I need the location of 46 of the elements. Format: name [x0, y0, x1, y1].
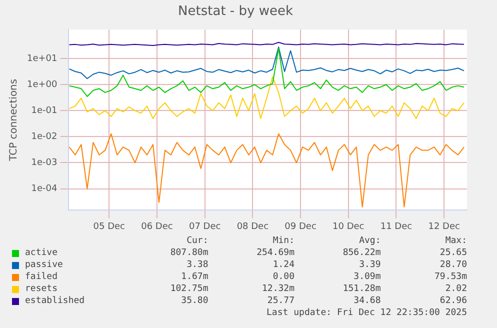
text: 102.75m — [169, 283, 208, 295]
y-tick-label: 1e+01 — [26, 54, 58, 64]
text: Cur: — [186, 235, 208, 247]
x-tick-label: 11 Dec — [380, 222, 412, 232]
x-tick-label: 08 Dec — [236, 222, 269, 232]
text: 807.80m — [169, 247, 208, 259]
text: 79.53m — [433, 271, 467, 283]
text: Min: — [272, 235, 294, 247]
text: 1.67m — [180, 271, 208, 283]
legend-label: passive — [25, 259, 63, 271]
x-tick-label: 05 Dec — [93, 222, 126, 232]
x-tick-label: 09 Dec — [284, 222, 316, 232]
text: 3.38 — [186, 259, 208, 271]
text: Last update: Fri Dec 12 22:35:00 2025 — [266, 307, 467, 319]
text: 254.69m — [256, 247, 294, 259]
y-tick-label: 1e-04 — [31, 184, 58, 194]
y-tick-label: 1e-02 — [31, 132, 58, 142]
text: 1.24 — [272, 259, 294, 271]
x-tick-label: 12 Dec — [428, 222, 460, 232]
y-tick-label: 1e+00 — [26, 80, 58, 90]
text: 34.68 — [352, 295, 381, 307]
text: 35.80 — [180, 295, 208, 307]
y-tick-label: 1e-01 — [31, 106, 58, 116]
legend-label: established — [25, 295, 85, 307]
x-tick-label: 07 Dec — [188, 222, 221, 232]
text: 151.28m — [342, 283, 381, 295]
x-tick-label: 10 Dec — [332, 222, 364, 232]
text: 12.32m — [260, 283, 294, 295]
legend-label: active — [25, 247, 58, 259]
text: 3.39 — [358, 259, 381, 271]
y-tick-label: 1e-03 — [31, 158, 58, 168]
text: Max: — [444, 235, 467, 247]
legend-label: resets — [25, 283, 58, 295]
text: 28.70 — [438, 259, 467, 271]
text: 25.65 — [438, 247, 467, 259]
text: 2.02 — [444, 283, 467, 295]
text: Avg: — [358, 235, 381, 247]
text: 62.96 — [438, 295, 467, 307]
text: 25.77 — [266, 295, 294, 307]
text: 3.09m — [352, 271, 381, 283]
legend-label: failed — [25, 271, 58, 283]
x-tick-label: 06 Dec — [141, 222, 173, 232]
y-axis-title: TCP connections — [8, 78, 20, 162]
text: 0.00 — [272, 271, 294, 283]
text: 856.22m — [342, 247, 381, 259]
chart-title: Netstat - by week — [178, 4, 294, 20]
